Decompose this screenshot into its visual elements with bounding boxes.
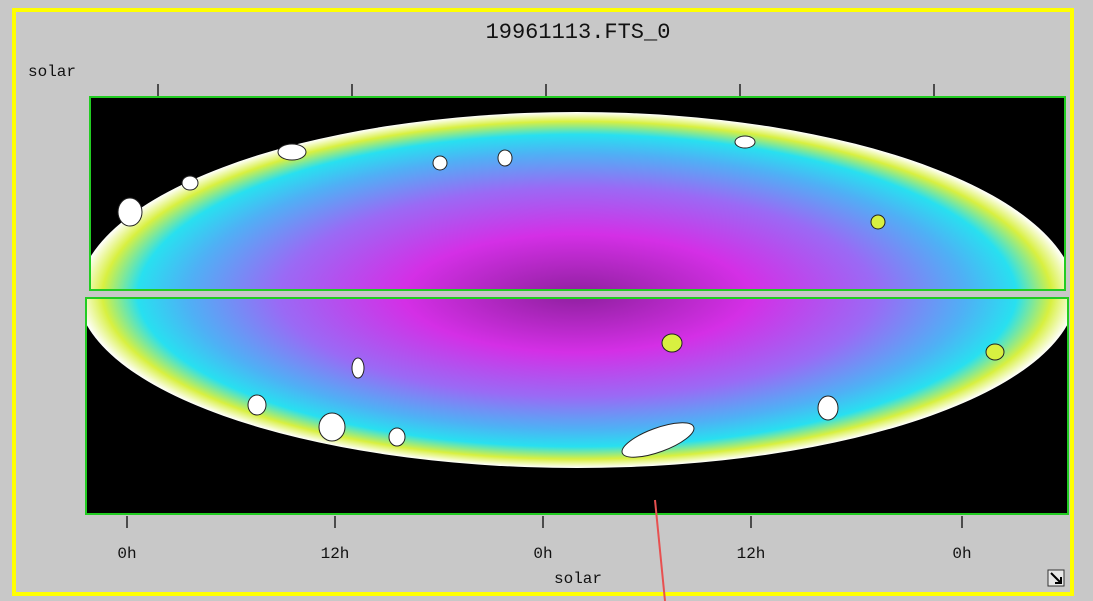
x-tick-label: 0h — [117, 545, 136, 563]
y-axis-label: solar — [28, 63, 76, 81]
screenshot: 19961113.FTS_0 solar 0h 12h 0h 12h 0h — [0, 0, 1093, 601]
x-tick-label: 0h — [952, 545, 971, 563]
x-axis-label: solar — [554, 570, 602, 588]
x-tick-label: 12h — [321, 545, 350, 563]
resize-icon[interactable] — [1048, 570, 1064, 586]
x-tick-label: 0h — [533, 545, 552, 563]
page: 19961113.FTS_0 solar 0h 12h 0h 12h 0h — [0, 0, 1093, 601]
window-title: 19961113.FTS_0 — [486, 20, 671, 45]
x-tick-label: 12h — [737, 545, 766, 563]
